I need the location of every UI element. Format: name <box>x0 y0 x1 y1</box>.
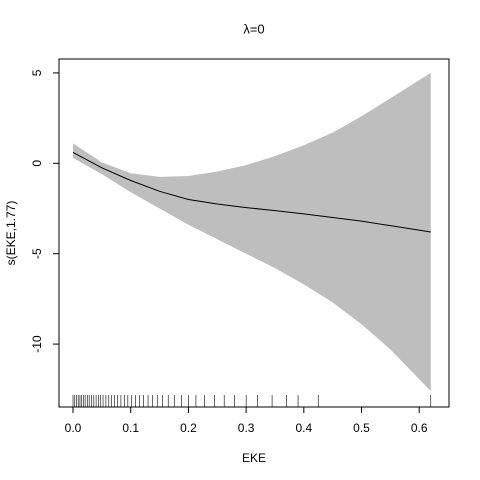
x-tick-label: 0.3 <box>238 421 255 435</box>
x-tick-label: 0.4 <box>295 421 312 435</box>
plot-frame <box>58 58 450 408</box>
x-axis-label: EKE <box>242 451 266 465</box>
fit-line <box>72 152 431 233</box>
confidence-band <box>73 72 431 392</box>
x-tick-label: 0.6 <box>411 421 428 435</box>
y-tick-label: -10 <box>30 335 44 353</box>
y-axis-label: s(EKE,1.77) <box>4 201 18 266</box>
x-tick-label: 0.2 <box>180 421 197 435</box>
y-tick-label: 5 <box>30 69 44 76</box>
x-tick-label: 0.5 <box>353 421 370 435</box>
y-tick-label: -5 <box>30 248 44 259</box>
chart-title: λ=0 <box>243 21 264 36</box>
x-tick-label: 0.1 <box>122 421 139 435</box>
x-tick-label: 0.0 <box>65 421 82 435</box>
y-tick-label: 0 <box>30 160 44 167</box>
